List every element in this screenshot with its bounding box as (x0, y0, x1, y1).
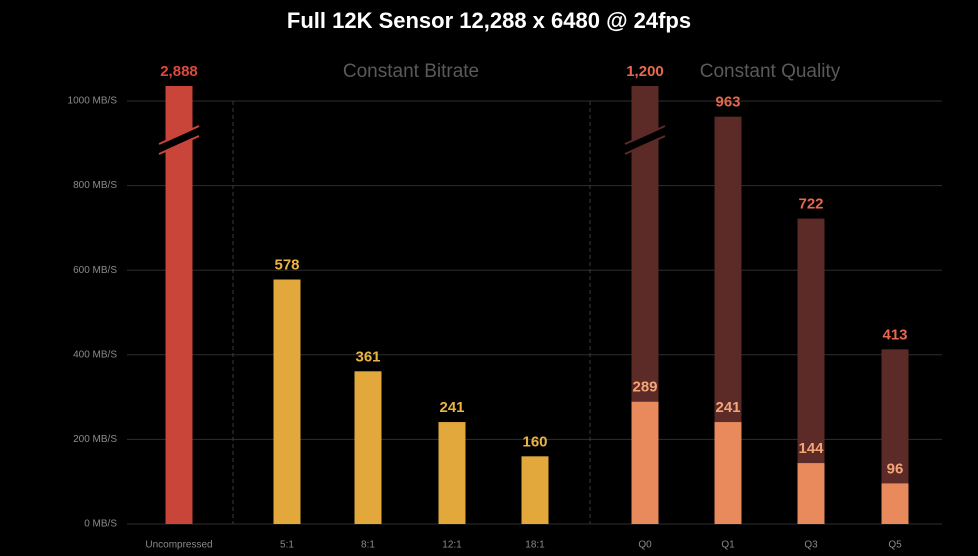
bar (438, 422, 466, 524)
overlay-value-label: 144 (798, 440, 824, 457)
value-label: 963 (715, 94, 740, 111)
value-label: 578 (274, 256, 299, 273)
x-tick-label: Q0 (638, 540, 652, 551)
y-tick-label: 600 MB/S (73, 265, 117, 276)
overlay-value-label: 96 (887, 460, 904, 477)
value-label: 722 (798, 196, 823, 213)
y-tick-label: 800 MB/S (73, 180, 117, 191)
value-label: 241 (439, 399, 464, 416)
value-label: 2,888 (160, 63, 198, 80)
value-label: 361 (355, 348, 380, 365)
bar (273, 279, 301, 524)
bar (521, 456, 549, 524)
x-tick-label: 18:1 (525, 540, 545, 551)
x-tick-label: 12:1 (442, 540, 462, 551)
x-tick-label: Q3 (804, 540, 818, 551)
chart-title: Full 12K Sensor 12,288 x 6480 @ 24fps (287, 8, 691, 33)
bar (165, 86, 193, 524)
overlay-value-label: 289 (632, 379, 657, 396)
axis-break (623, 127, 667, 153)
overlay-bar (714, 422, 742, 524)
overlay-value-label: 241 (715, 399, 740, 416)
axis-break (157, 127, 201, 153)
bar (354, 371, 382, 524)
overlay-bar (881, 483, 909, 524)
x-tick-label: 8:1 (361, 540, 375, 551)
axis-break-edge (624, 125, 666, 145)
overlay-bar (797, 463, 825, 524)
x-tick-label: Q5 (888, 540, 902, 551)
x-tick-label: Uncompressed (145, 540, 212, 551)
group-label: Constant Quality (700, 61, 841, 82)
overlay-bar (631, 401, 659, 524)
y-tick-label: 200 MB/S (73, 434, 117, 445)
y-tick-label: 0 MB/S (84, 519, 117, 530)
x-tick-label: 5:1 (280, 540, 294, 551)
value-label: 160 (522, 433, 547, 450)
y-tick-label: 400 MB/S (73, 349, 117, 360)
group-label: Constant Bitrate (343, 61, 479, 82)
value-label: 1,200 (626, 63, 664, 80)
value-label: 413 (882, 326, 907, 343)
axis-break-edge (624, 135, 666, 155)
axis-break-edge (158, 125, 200, 145)
x-tick-label: Q1 (721, 540, 735, 551)
y-tick-label: 1000 MB/S (68, 96, 118, 107)
axis-break-edge (158, 135, 200, 155)
